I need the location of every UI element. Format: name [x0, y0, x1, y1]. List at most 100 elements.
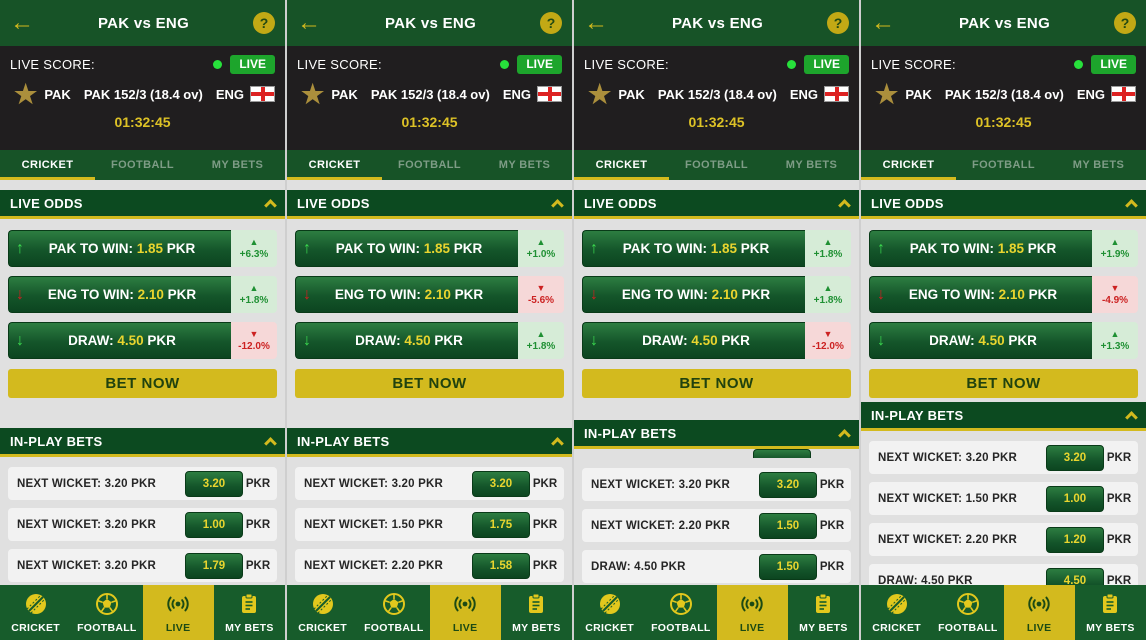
odds-value-button[interactable]: 1.79: [185, 552, 243, 579]
odds-currency: PKR: [453, 241, 483, 256]
in-play-bets-header[interactable]: IN-PLAY BETS: [574, 420, 859, 449]
collapse-chevron-icon: [551, 199, 564, 212]
odds-value-button[interactable]: 1.00: [185, 511, 243, 538]
odds-value-button[interactable]: 3.20: [472, 470, 530, 497]
nav-item-my-bets[interactable]: MY BETS: [214, 585, 285, 640]
back-arrow-icon[interactable]: ←: [584, 9, 608, 36]
odds-row-pak-win[interactable]: PAK TO WIN: 1.85 PKR +1.0%: [295, 230, 564, 267]
tab-football[interactable]: FOOTBALL: [684, 159, 749, 171]
inplay-row-partially-hidden: [582, 449, 851, 458]
inplay-bet-label: NEXT WICKET: 1.50 PKR: [304, 518, 444, 531]
tab-my-bets[interactable]: MY BETS: [498, 159, 551, 171]
odds-row-draw[interactable]: DRAW: 4.50 PKR +1.8%: [295, 322, 564, 359]
nav-item-cricket[interactable]: CRICKET: [287, 585, 358, 640]
odds-currency: PKR: [434, 333, 463, 348]
odds-row-eng-win[interactable]: ENG TO WIN: 2.10 PKR +1.8%: [582, 276, 851, 313]
inplay-bet-label: DRAW: 4.50 PKR: [878, 574, 973, 586]
change-percent: -12.0%: [812, 340, 844, 352]
change-percent: +1.8%: [813, 248, 843, 260]
odds-row-eng-win[interactable]: ENG TO WIN: 2.10 PKR +1.8%: [8, 276, 277, 313]
tab-cricket[interactable]: CRICKET: [861, 150, 956, 180]
tab-my-bets[interactable]: MY BETS: [1072, 159, 1125, 171]
tab-cricket[interactable]: CRICKET: [0, 150, 95, 180]
top-tab-bar: CRICKET FOOTBALL MY BETS: [287, 150, 572, 180]
nav-item-football[interactable]: FOOTBALL: [71, 585, 142, 640]
currency-label: PKR: [819, 478, 845, 491]
odds-row-draw[interactable]: DRAW: 4.50 PKR -12.0%: [582, 322, 851, 359]
odds-value: 2.10: [998, 287, 1025, 302]
my-bets-clipboard-icon: [524, 592, 548, 619]
gold-star-icon: ★: [14, 79, 38, 109]
bet-now-button[interactable]: BET NOW: [582, 369, 851, 398]
change-triangle-icon: [250, 328, 259, 340]
bet-now-button[interactable]: BET NOW: [8, 369, 277, 398]
tab-my-bets[interactable]: MY BETS: [211, 159, 264, 171]
nav-item-football[interactable]: FOOTBALL: [358, 585, 429, 640]
odds-value-button[interactable]: 3.20: [759, 471, 817, 498]
tab-cricket[interactable]: CRICKET: [287, 150, 382, 180]
back-arrow-icon[interactable]: ←: [297, 9, 321, 36]
nav-item-football[interactable]: FOOTBALL: [932, 585, 1003, 640]
odds-row-eng-win[interactable]: ENG TO WIN: 2.10 PKR -4.9%: [869, 276, 1138, 313]
help-button[interactable]: ?: [827, 12, 849, 34]
nav-item-live[interactable]: LIVE: [142, 585, 214, 640]
odds-value-button[interactable]: [753, 449, 811, 458]
odds-value-button[interactable]: 3.20: [1046, 444, 1104, 471]
nav-item-cricket[interactable]: CRICKET: [574, 585, 645, 640]
odds-row-pak-win[interactable]: PAK TO WIN: 1.85 PKR +1.8%: [582, 230, 851, 267]
in-play-bets-header[interactable]: IN-PLAY BETS: [0, 428, 285, 457]
back-arrow-icon[interactable]: ←: [871, 9, 895, 36]
odds-value-button[interactable]: 3.20: [185, 470, 243, 497]
nav-item-cricket[interactable]: CRICKET: [0, 585, 71, 640]
nav-item-my-bets[interactable]: MY BETS: [501, 585, 572, 640]
nav-item-live[interactable]: LIVE: [716, 585, 788, 640]
in-play-bets-header[interactable]: IN-PLAY BETS: [287, 428, 572, 457]
odds-value-button[interactable]: 1.20: [1046, 526, 1104, 553]
live-badge: LIVE: [804, 55, 849, 74]
odds-value-button[interactable]: 4.50: [1046, 567, 1104, 585]
help-button[interactable]: ?: [540, 12, 562, 34]
nav-label: FOOTBALL: [938, 621, 998, 634]
in-play-bets-header[interactable]: IN-PLAY BETS: [861, 402, 1146, 431]
live-odds-list: PAK TO WIN: 1.85 PKR +1.8% ENG TO WIN: 2…: [574, 219, 859, 368]
live-broadcast-icon: [740, 592, 764, 619]
live-odds-list: PAK TO WIN: 1.85 PKR +1.0% ENG TO WIN: 2…: [287, 219, 572, 368]
odds-currency: PKR: [166, 241, 196, 256]
odds-value-button[interactable]: 1.50: [759, 553, 817, 580]
odds-value-button[interactable]: 1.00: [1046, 485, 1104, 512]
live-odds-header[interactable]: LIVE ODDS: [0, 190, 285, 219]
tab-cricket[interactable]: CRICKET: [574, 150, 669, 180]
change-badge: +1.9%: [1092, 230, 1138, 267]
odds-row-pak-win[interactable]: PAK TO WIN: 1.85 PKR +6.3%: [8, 230, 277, 267]
nav-item-football[interactable]: FOOTBALL: [645, 585, 716, 640]
change-triangle-icon: [250, 236, 259, 248]
currency-label: PKR: [532, 477, 558, 490]
tab-football[interactable]: FOOTBALL: [110, 159, 175, 171]
tab-my-bets[interactable]: MY BETS: [785, 159, 838, 171]
nav-item-live[interactable]: LIVE: [429, 585, 501, 640]
odds-value-button[interactable]: 1.75: [472, 511, 530, 538]
live-odds-header[interactable]: LIVE ODDS: [287, 190, 572, 219]
odds-value-button[interactable]: 1.50: [759, 512, 817, 539]
home-team-name: PAK: [44, 86, 71, 102]
nav-item-my-bets[interactable]: MY BETS: [788, 585, 859, 640]
nav-item-cricket[interactable]: CRICKET: [861, 585, 932, 640]
odds-row-pak-win[interactable]: PAK TO WIN: 1.85 PKR +1.9%: [869, 230, 1138, 267]
bet-now-button[interactable]: BET NOW: [295, 369, 564, 398]
help-button[interactable]: ?: [1114, 12, 1136, 34]
odds-row-draw[interactable]: DRAW: 4.50 PKR +1.3%: [869, 322, 1138, 359]
nav-item-live[interactable]: LIVE: [1003, 585, 1075, 640]
tab-football[interactable]: FOOTBALL: [397, 159, 462, 171]
odds-row-eng-win[interactable]: ENG TO WIN: 2.10 PKR -5.6%: [295, 276, 564, 313]
bet-now-button[interactable]: BET NOW: [869, 369, 1138, 398]
odds-value-button[interactable]: 1.58: [472, 552, 530, 579]
help-button[interactable]: ?: [253, 12, 275, 34]
back-arrow-icon[interactable]: ←: [10, 9, 34, 36]
live-badge: LIVE: [230, 55, 275, 74]
tab-football[interactable]: FOOTBALL: [971, 159, 1036, 171]
nav-item-my-bets[interactable]: MY BETS: [1075, 585, 1146, 640]
live-odds-header[interactable]: LIVE ODDS: [861, 190, 1146, 219]
change-badge: -12.0%: [805, 322, 851, 359]
live-odds-header[interactable]: LIVE ODDS: [574, 190, 859, 219]
odds-row-draw[interactable]: DRAW: 4.50 PKR -12.0%: [8, 322, 277, 359]
